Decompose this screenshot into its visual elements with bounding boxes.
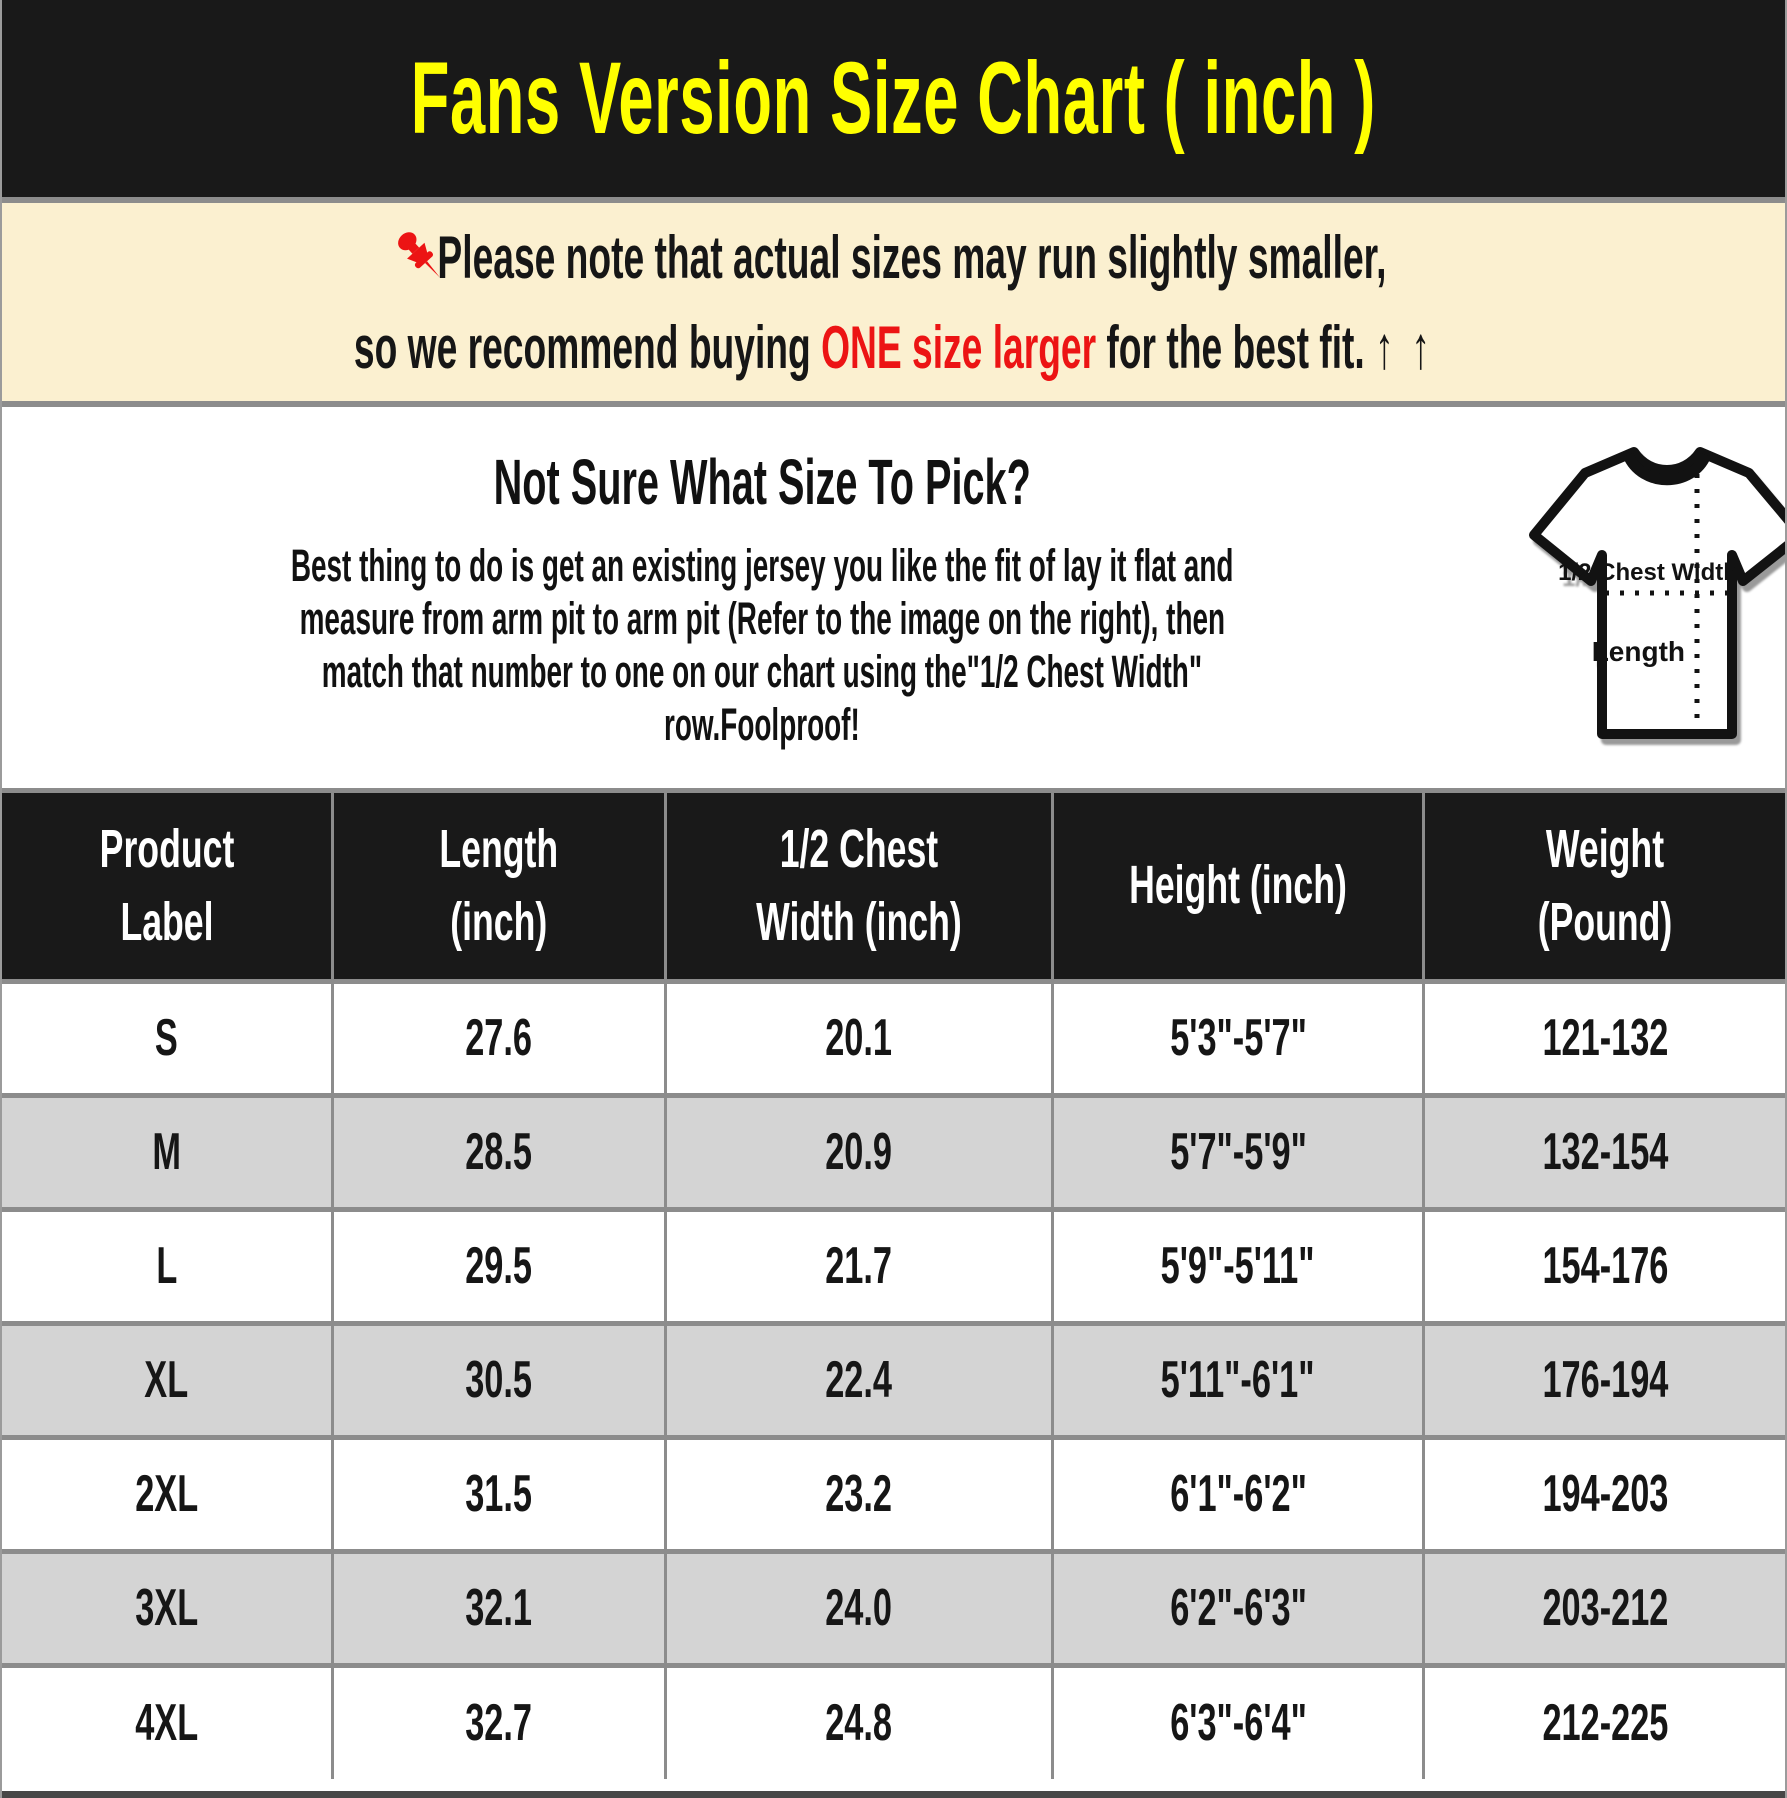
- cell-length: 32.1: [331, 1548, 667, 1668]
- cell-weight: 176-194: [1422, 1320, 1785, 1440]
- notice-line-2: so we recommend buying ONE size larger f…: [353, 314, 1434, 381]
- pushpin-icon: [398, 232, 441, 278]
- header-height: Height (inch): [1050, 790, 1426, 984]
- cell-half-chest: 20.1: [663, 978, 1054, 1098]
- cell-product-label: S: [2, 978, 335, 1098]
- table-row-s: S 27.6 20.1 5'3"-5'7" 121-132: [2, 978, 1785, 1098]
- cell-length: 32.7: [331, 1662, 667, 1782]
- notice-line-1: Please note that actual sizes may run sl…: [2, 226, 1785, 288]
- up-arrows-icon: ↑ ↑: [1374, 314, 1434, 381]
- header-length: Length (inch): [331, 790, 667, 984]
- cell-height: 6'1"-6'2": [1050, 1434, 1426, 1554]
- cell-height: 5'7"-5'9": [1050, 1092, 1426, 1212]
- header-half-chest-width: 1/2 Chest Width (inch): [663, 790, 1054, 984]
- cell-half-chest: 24.0: [663, 1548, 1054, 1668]
- cell-weight: 132-154: [1422, 1092, 1785, 1212]
- cell-height: 5'3"-5'7": [1050, 978, 1426, 1098]
- tshirt-diagram: 1/2 Chest Width Length: [1522, 407, 1785, 788]
- cell-product-label: 3XL: [2, 1548, 335, 1668]
- cell-half-chest: 20.9: [663, 1092, 1054, 1212]
- cell-product-label: 4XL: [2, 1662, 335, 1782]
- cell-half-chest: 23.2: [663, 1434, 1054, 1554]
- length-label: Length: [1592, 636, 1685, 667]
- notice-banner: Please note that actual sizes may run sl…: [2, 203, 1785, 407]
- cell-height: 5'11"-6'1": [1050, 1320, 1426, 1440]
- table-row-2xl: 2XL 31.5 23.2 6'1"-6'2" 194-203: [2, 1434, 1785, 1554]
- size-table: Product Label Length (inch) 1/2 Chest Wi…: [2, 790, 1785, 1782]
- header-weight: Weight (Pound): [1422, 790, 1785, 984]
- help-line: measure from arm pit to arm pit (Refer t…: [299, 593, 1225, 645]
- cell-length: 27.6: [331, 978, 667, 1098]
- cell-half-chest: 21.7: [663, 1206, 1054, 1326]
- tshirt-icon: 1/2 Chest Width Length: [1529, 447, 1785, 739]
- table-row-m: M 28.5 20.9 5'7"-5'9" 132-154: [2, 1092, 1785, 1212]
- cell-length: 31.5: [331, 1434, 667, 1554]
- cell-height: 5'9"-5'11": [1050, 1206, 1426, 1326]
- help-line: Best thing to do is get an existing jers…: [290, 540, 1234, 592]
- size-help-heading: Not Sure What Size To Pick?: [493, 446, 1031, 518]
- cell-weight: 203-212: [1422, 1548, 1785, 1668]
- cell-half-chest: 24.8: [663, 1662, 1054, 1782]
- cell-weight: 154-176: [1422, 1206, 1785, 1326]
- bottom-border: [2, 1791, 1785, 1798]
- help-line: match that number to one on our chart us…: [321, 646, 1203, 698]
- table-header-row: Product Label Length (inch) 1/2 Chest Wi…: [2, 790, 1785, 984]
- cell-length: 30.5: [331, 1320, 667, 1440]
- cell-product-label: 2XL: [2, 1434, 335, 1554]
- help-line: row.Foolproof!: [664, 699, 861, 751]
- table-row-xl: XL 30.5 22.4 5'11"-6'1" 176-194: [2, 1320, 1785, 1440]
- title-bar: Fans Version Size Chart ( inch ): [2, 0, 1785, 203]
- one-size-larger-highlight: ONE size larger: [820, 314, 1096, 381]
- cell-product-label: XL: [2, 1320, 335, 1440]
- cell-product-label: M: [2, 1092, 335, 1212]
- cell-length: 29.5: [331, 1206, 667, 1326]
- header-product-label: Product Label: [2, 790, 335, 984]
- cell-product-label: L: [2, 1206, 335, 1326]
- table-row-l: L 29.5 21.7 5'9"-5'11" 154-176: [2, 1206, 1785, 1326]
- cell-weight: 194-203: [1422, 1434, 1785, 1554]
- table-row-4xl: 4XL 32.7 24.8 6'3"-6'4" 212-225: [2, 1662, 1785, 1782]
- cell-height: 6'3"-6'4": [1050, 1662, 1426, 1782]
- cell-length: 28.5: [331, 1092, 667, 1212]
- cell-weight: 121-132: [1422, 978, 1785, 1098]
- cell-height: 6'2"-6'3": [1050, 1548, 1426, 1668]
- page-title: Fans Version Size Chart ( inch ): [410, 41, 1377, 155]
- chest-width-label: 1/2 Chest Width: [1558, 559, 1738, 586]
- size-help-section: Not Sure What Size To Pick? Best thing t…: [2, 407, 1785, 793]
- size-help-text: Not Sure What Size To Pick? Best thing t…: [2, 407, 1522, 788]
- cell-half-chest: 22.4: [663, 1320, 1054, 1440]
- cell-weight: 212-225: [1422, 1662, 1785, 1782]
- table-row-3xl: 3XL 32.1 24.0 6'2"-6'3" 203-212: [2, 1548, 1785, 1668]
